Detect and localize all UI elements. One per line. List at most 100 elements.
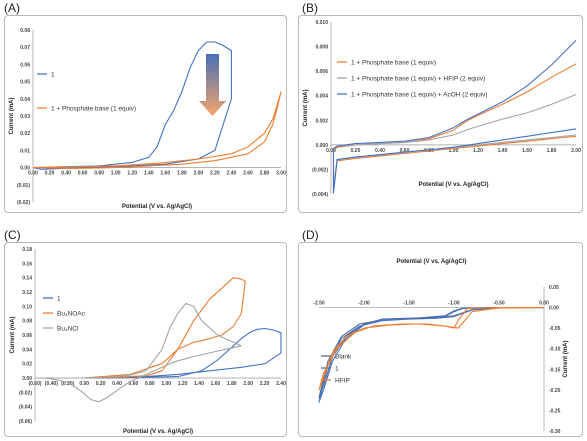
trend-arrow-icon bbox=[199, 54, 226, 116]
x-tick-label: 3.00 bbox=[276, 171, 286, 177]
series-line-3 bbox=[332, 40, 577, 194]
x-tick-label: 2.80 bbox=[260, 171, 270, 177]
y-tick-label: -0.15 bbox=[549, 367, 561, 373]
y-tick-label: -0.20 bbox=[549, 388, 561, 394]
y-tick-label: 0.002 bbox=[315, 118, 328, 124]
legend-label-2: 1 + Phosphate base (1 equiv) bbox=[51, 105, 136, 112]
y-tick-label: (0.004) bbox=[312, 192, 328, 198]
legend-label-1: Blank bbox=[335, 353, 352, 360]
y-tick-label: -0.05 bbox=[549, 326, 561, 332]
x-tick-label: 2.40 bbox=[227, 171, 237, 177]
series-line-3 bbox=[318, 307, 545, 391]
y-tick-label: 0.00 bbox=[549, 306, 559, 312]
series-line-1 bbox=[32, 41, 232, 170]
x-tick-label: 1.60 bbox=[211, 381, 221, 387]
x-tick-label: 2.00 bbox=[243, 381, 253, 387]
panel-label-b: (B) bbox=[302, 1, 318, 15]
x-tick-label: 1.00 bbox=[111, 171, 121, 177]
x-tick-label: -1.00 bbox=[448, 301, 460, 307]
y-tick-label: 0.18 bbox=[22, 247, 32, 253]
series-line-1 bbox=[318, 307, 545, 399]
x-tick-label: -2.00 bbox=[358, 301, 370, 307]
y-tick-label: (0.01) bbox=[17, 183, 30, 189]
y-tick-label: -0.30 bbox=[549, 429, 561, 435]
y-tick-label: 0.04 bbox=[20, 97, 30, 103]
legend-label-2: 1 + Phosphate base (1 equiv) + HFIP (2 e… bbox=[351, 75, 485, 82]
legend-label-3: 1 + Phosphate base (1 equiv) + AcOH (2 e… bbox=[351, 91, 488, 98]
legend-label-2: 1 bbox=[335, 365, 339, 372]
x-tick-label: 0.00 bbox=[28, 171, 38, 177]
x-tick-label: 1.40 bbox=[194, 381, 204, 387]
y-tick-label: 0.14 bbox=[22, 276, 32, 282]
legend-label-3: Bu₄NCl bbox=[57, 325, 79, 332]
series-line-2 bbox=[318, 307, 545, 403]
chart-d: 0.05 0.00 -0.05 -0.10 -0.15 -0.20 -0.25 -0.30 -2… bbox=[313, 259, 569, 435]
x-tick-label: (0.60) bbox=[28, 381, 41, 387]
y-tick-label: 0.08 bbox=[22, 319, 32, 325]
x-tick-label: 1.20 bbox=[127, 171, 137, 177]
legend-label-1: 1 + Phosphate base (1 equiv) bbox=[351, 59, 436, 66]
chart-panel-d: 0.05 0.00 -0.05 -0.10 -0.15 -0.20 -0.25 -0.30 -2… bbox=[298, 242, 583, 437]
y-tick-label: 0.06 bbox=[20, 62, 30, 68]
y-tick-label: 0.03 bbox=[20, 114, 30, 120]
y-tick-label: 0.10 bbox=[22, 304, 32, 310]
x-tick-label: 2.00 bbox=[571, 148, 581, 154]
chart-a: (0.02) (0.01) 0.00 0.01 0.02 0.03 0.04 0.05 0.06… bbox=[9, 28, 286, 210]
y-axis-title: Current (mA) bbox=[10, 316, 16, 353]
y-tick-label: 0.05 bbox=[549, 285, 559, 291]
chart-panel-b: (0.004) (0.002) 0.000 0.002 0.004 0.006 0.008 0… bbox=[298, 15, 583, 213]
y-tick-label: 0.07 bbox=[20, 45, 30, 51]
y-tick-label: 0.000 bbox=[315, 143, 328, 149]
x-tick-label: 1.40 bbox=[144, 171, 154, 177]
x-tick-label: 0.20 bbox=[351, 148, 361, 154]
y-tick-label: (0.002) bbox=[312, 167, 328, 173]
y-tick-label: 0.02 bbox=[20, 131, 30, 137]
legend-label-3: HFIP bbox=[335, 377, 350, 384]
chart-panel-a: (0.02) (0.01) 0.00 0.01 0.02 0.03 0.04 0.05 0.06… bbox=[4, 15, 287, 213]
x-tick-label: 1.80 bbox=[227, 381, 237, 387]
y-axis-title: Current (mA) bbox=[303, 89, 309, 126]
y-tick-label: 0.08 bbox=[20, 28, 30, 34]
x-tick-label: -1.50 bbox=[403, 301, 415, 307]
y-tick-label: 0.00 bbox=[20, 166, 30, 172]
y-tick-label: 0.006 bbox=[315, 69, 328, 75]
x-tick-label: 1.60 bbox=[160, 171, 170, 177]
x-tick-label: 0.40 bbox=[375, 148, 385, 154]
x-tick-label: 0.00 bbox=[539, 301, 549, 307]
x-tick-label: 1.20 bbox=[178, 381, 188, 387]
x-tick-label: 0.60 bbox=[400, 148, 410, 154]
y-tick-label: 0.010 bbox=[315, 20, 328, 26]
x-tick-label: 2.20 bbox=[210, 171, 220, 177]
series-line-2 bbox=[82, 277, 246, 379]
x-tick-label: 1.00 bbox=[161, 381, 171, 387]
panel-label-a: (A) bbox=[4, 1, 20, 15]
y-axis-title: Current (mA) bbox=[9, 97, 15, 134]
x-tick-label: 0.00 bbox=[326, 148, 336, 154]
x-tick-label: 2.60 bbox=[243, 171, 253, 177]
x-tick-label: (0.40) bbox=[45, 381, 58, 387]
x-tick-label: (0.20) bbox=[61, 381, 74, 387]
y-tick-label: (0.02) bbox=[19, 390, 32, 396]
y-tick-label: 0.12 bbox=[22, 290, 32, 296]
x-tick-label: 1.20 bbox=[473, 148, 483, 154]
panel-label-c: (C) bbox=[4, 228, 21, 242]
series-line-3 bbox=[34, 302, 242, 403]
chart-b: (0.004) (0.002) 0.000 0.002 0.004 0.006 0.008 0… bbox=[303, 20, 581, 198]
series-line-1 bbox=[82, 327, 282, 379]
x-tick-label: 0.40 bbox=[61, 171, 71, 177]
y-tick-label: 0.06 bbox=[22, 333, 32, 339]
series-line-2 bbox=[32, 91, 282, 170]
y-tick-label: 0.008 bbox=[315, 45, 328, 51]
x-tick-label: 0.60 bbox=[129, 381, 139, 387]
y-tick-label: -0.25 bbox=[549, 408, 561, 414]
x-tick-label: 0.80 bbox=[94, 171, 104, 177]
x-tick-label: 1.60 bbox=[522, 148, 532, 154]
y-tick-label: 0.04 bbox=[22, 347, 32, 353]
x-tick-label: 0.00 bbox=[79, 381, 89, 387]
y-tick-label: 0.02 bbox=[22, 362, 32, 368]
y-axis-title: Current (mA) bbox=[563, 340, 569, 377]
x-tick-label: 0.20 bbox=[96, 381, 106, 387]
x-axis-title: Potential (V vs. Ag/AgCl) bbox=[123, 429, 193, 435]
x-tick-label: 0.20 bbox=[45, 171, 55, 177]
legend-label-1: 1 bbox=[51, 71, 55, 78]
